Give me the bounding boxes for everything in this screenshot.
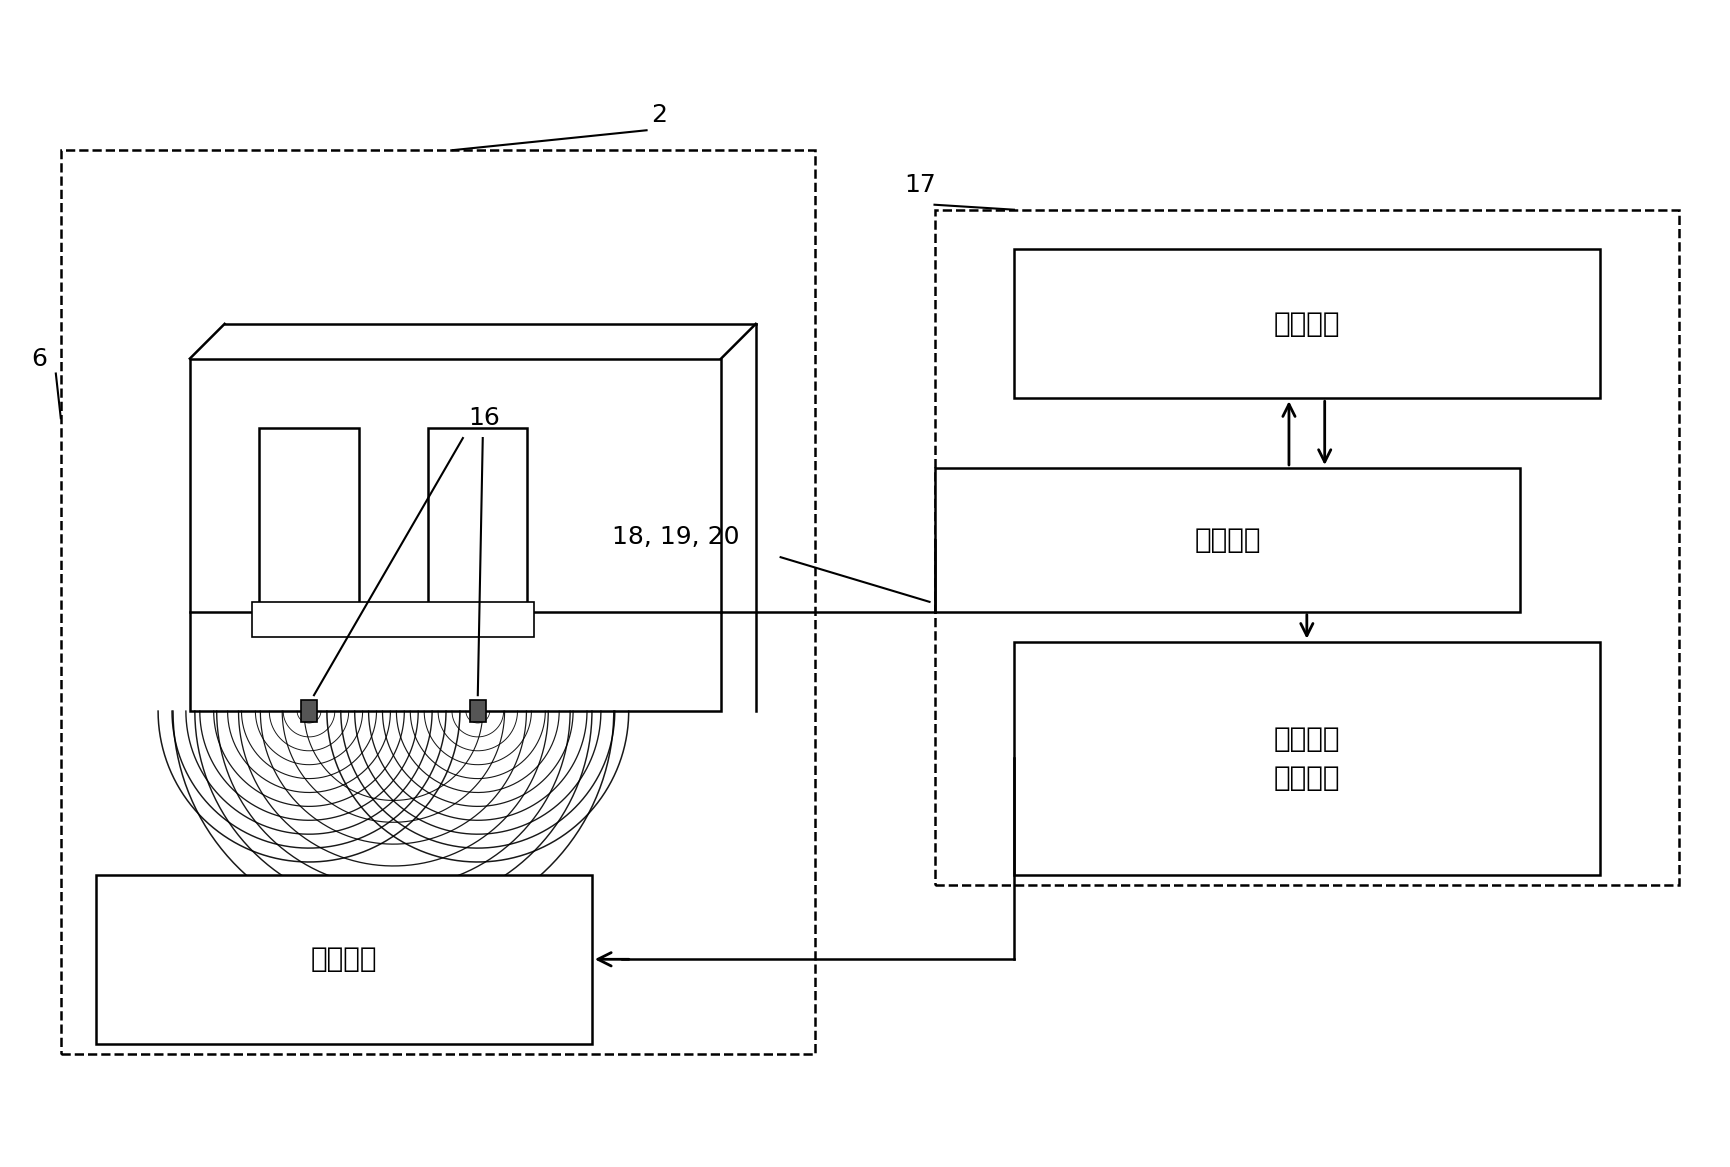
Text: 除铁皮带: 除铁皮带 — [310, 945, 377, 973]
Bar — [190, 358, 721, 711]
Bar — [934, 210, 1678, 885]
Text: 17: 17 — [905, 173, 936, 197]
Text: 16: 16 — [467, 406, 500, 431]
Text: 2: 2 — [650, 104, 668, 127]
Bar — [427, 428, 528, 612]
Bar — [61, 151, 815, 1054]
Bar — [95, 875, 592, 1043]
Bar — [253, 602, 535, 637]
Text: 比较控制: 比较控制 — [1194, 526, 1259, 554]
Bar — [934, 468, 1519, 612]
Bar — [1014, 250, 1599, 398]
Text: 18, 19, 20: 18, 19, 20 — [611, 525, 739, 550]
Bar — [469, 700, 486, 722]
Bar — [1014, 642, 1599, 875]
Bar — [260, 428, 358, 612]
Bar — [301, 700, 317, 722]
Text: 6: 6 — [31, 347, 47, 371]
Text: 设定显示: 设定显示 — [1273, 310, 1339, 338]
Text: 除铁皮带
驱动电路: 除铁皮带 驱动电路 — [1273, 725, 1339, 791]
